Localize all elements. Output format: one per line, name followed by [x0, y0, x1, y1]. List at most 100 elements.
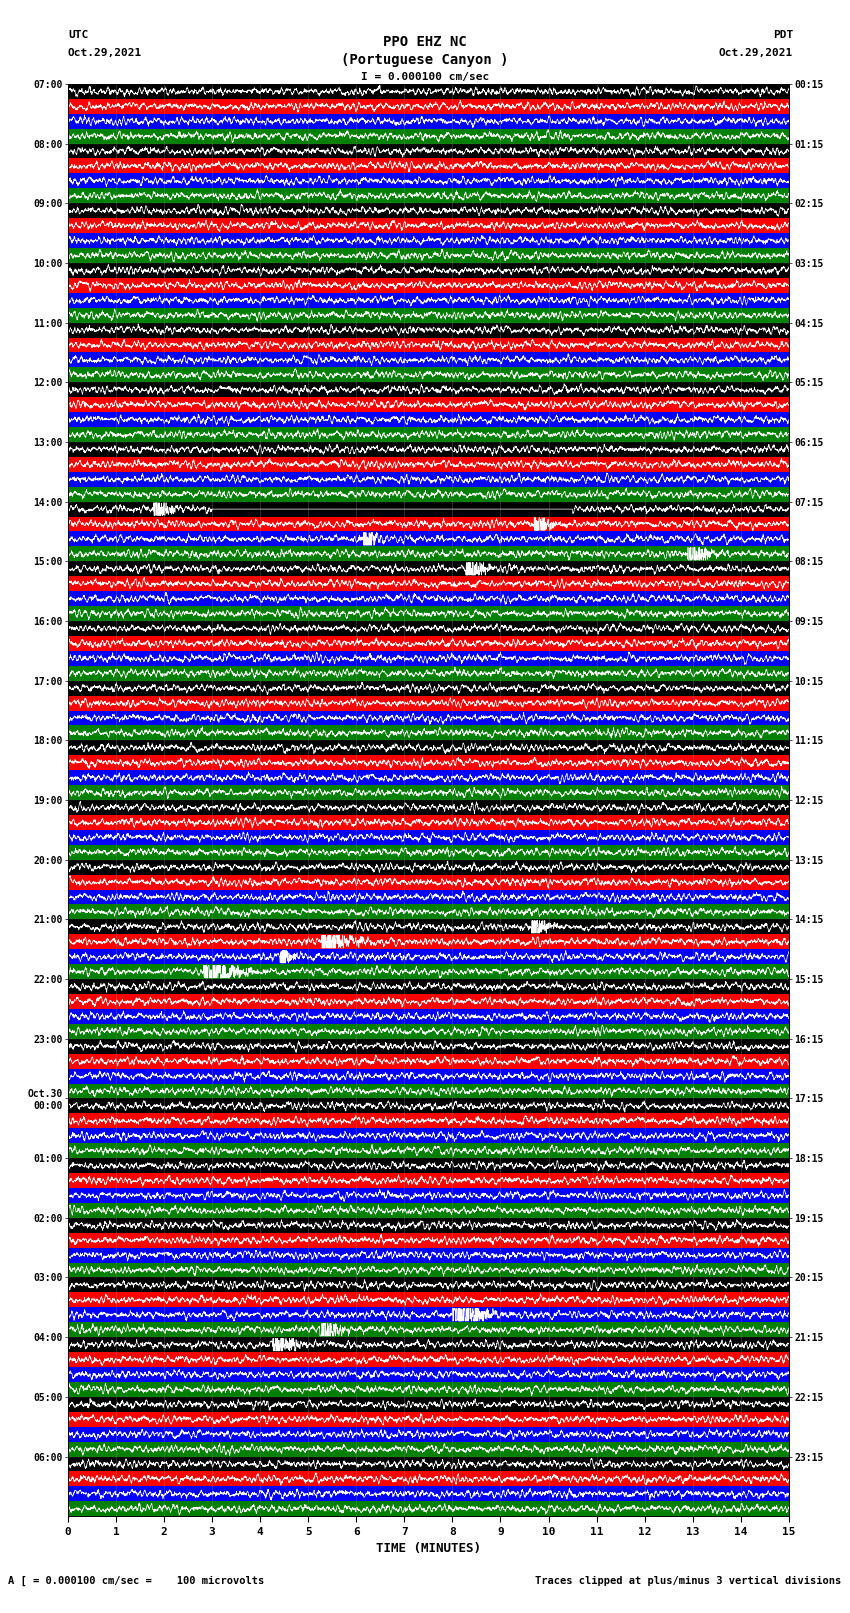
Bar: [68, 98, 789, 113]
Bar: [68, 413, 789, 427]
Bar: [68, 442, 789, 456]
Text: PDT: PDT: [773, 31, 793, 40]
Bar: [68, 397, 789, 413]
Bar: [68, 1113, 789, 1129]
Bar: [68, 1442, 789, 1457]
Bar: [68, 1218, 789, 1232]
Bar: [68, 800, 789, 815]
Bar: [68, 815, 789, 829]
Text: Oct.29,2021: Oct.29,2021: [68, 48, 142, 58]
Bar: [68, 323, 789, 337]
Bar: [68, 234, 789, 248]
Bar: [68, 905, 789, 919]
Bar: [68, 1428, 789, 1442]
Bar: [68, 427, 789, 442]
Bar: [68, 1039, 789, 1053]
Text: UTC: UTC: [68, 31, 88, 40]
Text: A [ = 0.000100 cm/sec =    100 microvolts: A [ = 0.000100 cm/sec = 100 microvolts: [8, 1576, 264, 1586]
Bar: [68, 1292, 789, 1307]
Bar: [68, 294, 789, 308]
Bar: [68, 681, 789, 695]
Bar: [68, 174, 789, 189]
Bar: [68, 382, 789, 397]
Bar: [68, 1307, 789, 1323]
Bar: [68, 1487, 789, 1502]
Bar: [68, 456, 789, 473]
Bar: [68, 248, 789, 263]
Text: Traces clipped at plus/minus 3 vertical divisions: Traces clipped at plus/minus 3 vertical …: [536, 1576, 842, 1586]
Bar: [68, 1232, 789, 1248]
Bar: [68, 1098, 789, 1113]
Bar: [68, 948, 789, 965]
Bar: [68, 1084, 789, 1098]
Bar: [68, 890, 789, 905]
Bar: [68, 158, 789, 174]
Bar: [68, 740, 789, 755]
Bar: [68, 203, 789, 218]
Bar: [68, 652, 789, 666]
Bar: [68, 129, 789, 144]
Bar: [68, 1173, 789, 1187]
Bar: [68, 606, 789, 621]
Bar: [68, 845, 789, 860]
Bar: [68, 934, 789, 948]
Bar: [68, 1248, 789, 1263]
Bar: [68, 547, 789, 561]
Text: PPO EHZ NC: PPO EHZ NC: [383, 35, 467, 48]
Bar: [68, 1068, 789, 1084]
Bar: [68, 695, 789, 711]
Bar: [68, 1323, 789, 1337]
Bar: [68, 636, 789, 652]
Bar: [68, 473, 789, 487]
Bar: [68, 1263, 789, 1277]
Bar: [68, 263, 789, 277]
Bar: [68, 353, 789, 368]
Bar: [68, 829, 789, 845]
Bar: [68, 1053, 789, 1069]
Bar: [68, 1397, 789, 1411]
Bar: [68, 1411, 789, 1428]
Bar: [68, 308, 789, 323]
Bar: [68, 561, 789, 576]
Bar: [68, 516, 789, 532]
Bar: [68, 1024, 789, 1039]
X-axis label: TIME (MINUTES): TIME (MINUTES): [376, 1542, 481, 1555]
Bar: [68, 1187, 789, 1203]
Bar: [68, 726, 789, 740]
Bar: [68, 1277, 789, 1292]
Bar: [68, 576, 789, 592]
Bar: [68, 1337, 789, 1352]
Bar: [68, 487, 789, 502]
Bar: [68, 84, 789, 98]
Bar: [68, 592, 789, 606]
Bar: [68, 711, 789, 726]
Bar: [68, 144, 789, 158]
Bar: [68, 1144, 789, 1158]
Bar: [68, 502, 789, 516]
Bar: [68, 1368, 789, 1382]
Bar: [68, 1382, 789, 1397]
Bar: [68, 621, 789, 636]
Bar: [68, 979, 789, 994]
Text: (Portuguese Canyon ): (Portuguese Canyon ): [341, 53, 509, 66]
Bar: [68, 368, 789, 382]
Bar: [68, 994, 789, 1010]
Bar: [68, 666, 789, 681]
Bar: [68, 218, 789, 234]
Bar: [68, 1502, 789, 1516]
Bar: [68, 115, 789, 129]
Bar: [68, 1129, 789, 1144]
Bar: [68, 337, 789, 353]
Bar: [68, 860, 789, 874]
Bar: [68, 1203, 789, 1218]
Bar: [68, 965, 789, 979]
Bar: [68, 786, 789, 800]
Bar: [68, 1471, 789, 1487]
Text: I = 0.000100 cm/sec: I = 0.000100 cm/sec: [361, 73, 489, 82]
Bar: [68, 1457, 789, 1471]
Text: Oct.29,2021: Oct.29,2021: [719, 48, 793, 58]
Bar: [68, 189, 789, 203]
Bar: [68, 532, 789, 547]
Bar: [68, 755, 789, 771]
Bar: [68, 1158, 789, 1173]
